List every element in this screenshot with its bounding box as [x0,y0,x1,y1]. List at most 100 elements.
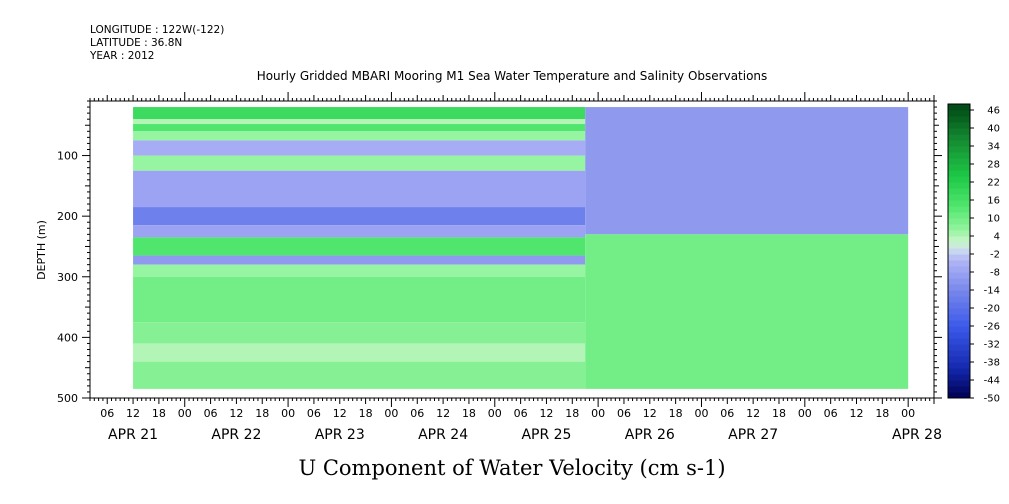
x-tick-label: 06 [720,407,734,420]
x-tick-label: 00 [488,407,502,420]
colorbar-swatch [948,344,970,351]
axis-ticks [82,92,942,407]
colorbar-swatch [948,290,970,297]
colorbar-swatch [948,164,970,171]
x-tick-label: 18 [152,407,166,420]
heatmap-band-1 [133,119,586,125]
colorbar-swatch [948,146,970,153]
y-tick-label: 100 [57,150,78,163]
colorbar-swatch [948,266,970,273]
colorbar-swatch [948,116,970,123]
y-axis-label: DEPTH (m) [35,220,48,280]
x-tick-label: 06 [204,407,218,420]
colorbar-label: 10 [987,214,1000,225]
colorbar-label: 40 [987,124,1000,135]
heatmap-band-2 [133,124,586,132]
colorbar-label: -26 [984,322,1000,333]
heatmap-band-9 [133,237,586,256]
colorbar-swatch [948,194,970,201]
colorbar-swatch [948,368,970,375]
x-tick-label: 12 [333,407,347,420]
colorbar-swatch [948,296,970,303]
date-label: APR 22 [211,427,261,443]
x-tick-label: 18 [255,407,269,420]
x-tick-label: 00 [281,407,295,420]
x-tick-label: 12 [746,407,760,420]
x-tick-label: 06 [410,407,424,420]
colorbar-swatch [948,218,970,225]
colorbar-swatch [948,134,970,141]
colorbar-label: -14 [984,286,1000,297]
header-longitude: LONGITUDE : 122W(-122) [90,24,225,36]
x-tick-label: 06 [617,407,631,420]
colorbar-swatch [948,200,970,207]
colorbar-swatch [948,224,970,231]
date-label: APR 23 [315,427,365,443]
heatmap-band-0 [133,107,586,120]
colorbar-label: -8 [990,268,1000,279]
colorbar-label: 22 [987,178,1000,189]
heatmap [133,107,909,389]
colorbar-swatch [948,374,970,381]
heatmap-band-3 [133,131,586,141]
colorbar-swatch [948,272,970,279]
x-tick-label: 00 [178,407,192,420]
heatmap-band-6 [133,170,586,208]
x-tick-label: 06 [824,407,838,420]
colorbar-swatch [948,356,970,363]
colorbar-swatch [948,380,970,387]
colorbar-swatch [948,260,970,267]
colorbar-swatch [948,332,970,339]
colorbar-swatch [948,140,970,147]
x-tick-label: 00 [694,407,708,420]
heatmap-region-0 [585,107,909,235]
colorbar-swatch [948,284,970,291]
y-axis-tick-labels: 100 200 300 400 500 [57,150,78,405]
x-tick-label: 18 [669,407,683,420]
x-tick-label: 18 [462,407,476,420]
x-tick-label: 00 [591,407,605,420]
colorbar-swatch [948,242,970,249]
heatmap-band-13 [133,322,586,344]
colorbar-swatch [948,128,970,135]
y-tick-label: 400 [57,331,78,344]
colorbar-swatch [948,302,970,309]
heatmap-band-7 [133,207,586,226]
colorbar-swatch [948,122,970,129]
y-tick-label: 200 [57,210,78,223]
colorbar-label: 46 [987,106,1000,117]
colorbar-swatch [948,110,970,117]
colorbar-swatch [948,230,970,237]
x-tick-label: 00 [901,407,915,420]
x-tick-label: 12 [229,407,243,420]
colorbar-swatch [948,188,970,195]
colorbar-frame [947,103,971,399]
colorbar-label: 4 [994,232,1000,243]
colorbar-label: -44 [984,376,1000,387]
colorbar-label: 34 [987,142,1000,153]
date-label: APR 26 [625,427,675,443]
x-tick-label: 18 [772,407,786,420]
x-tick-label: 00 [384,407,398,420]
colorbar: 46 40 34 28 22 16 10 4 -2 -8 -14 -20 -26 -32 -38 -44 -50 [947,103,1000,405]
heatmap-band-4 [133,140,586,156]
colorbar-swatch [948,248,970,255]
colorbar-swatch [948,158,970,165]
colorbar-label: -2 [990,250,1000,261]
colorbar-label: -50 [984,394,1000,405]
colorbar-swatch [948,176,970,183]
colorbar-swatch [948,308,970,315]
colorbar-label: 28 [987,160,1000,171]
colorbar-swatch [948,362,970,369]
x-tick-label: 06 [100,407,114,420]
colorbar-swatch [948,152,970,159]
date-label: APR 27 [728,427,778,443]
heatmap-band-14 [133,343,586,362]
x-axis-tick-labels: 06 12 18 00 06 12 18 00 06 12 18 00 06 12 18 00 06 12 18 00… [100,407,915,420]
colorbar-label: -38 [984,358,1000,369]
heatmap-band-8 [133,225,586,238]
colorbar-swatch [948,236,970,243]
colorbar-swatch [948,206,970,213]
heatmap-region-1 [585,234,909,389]
